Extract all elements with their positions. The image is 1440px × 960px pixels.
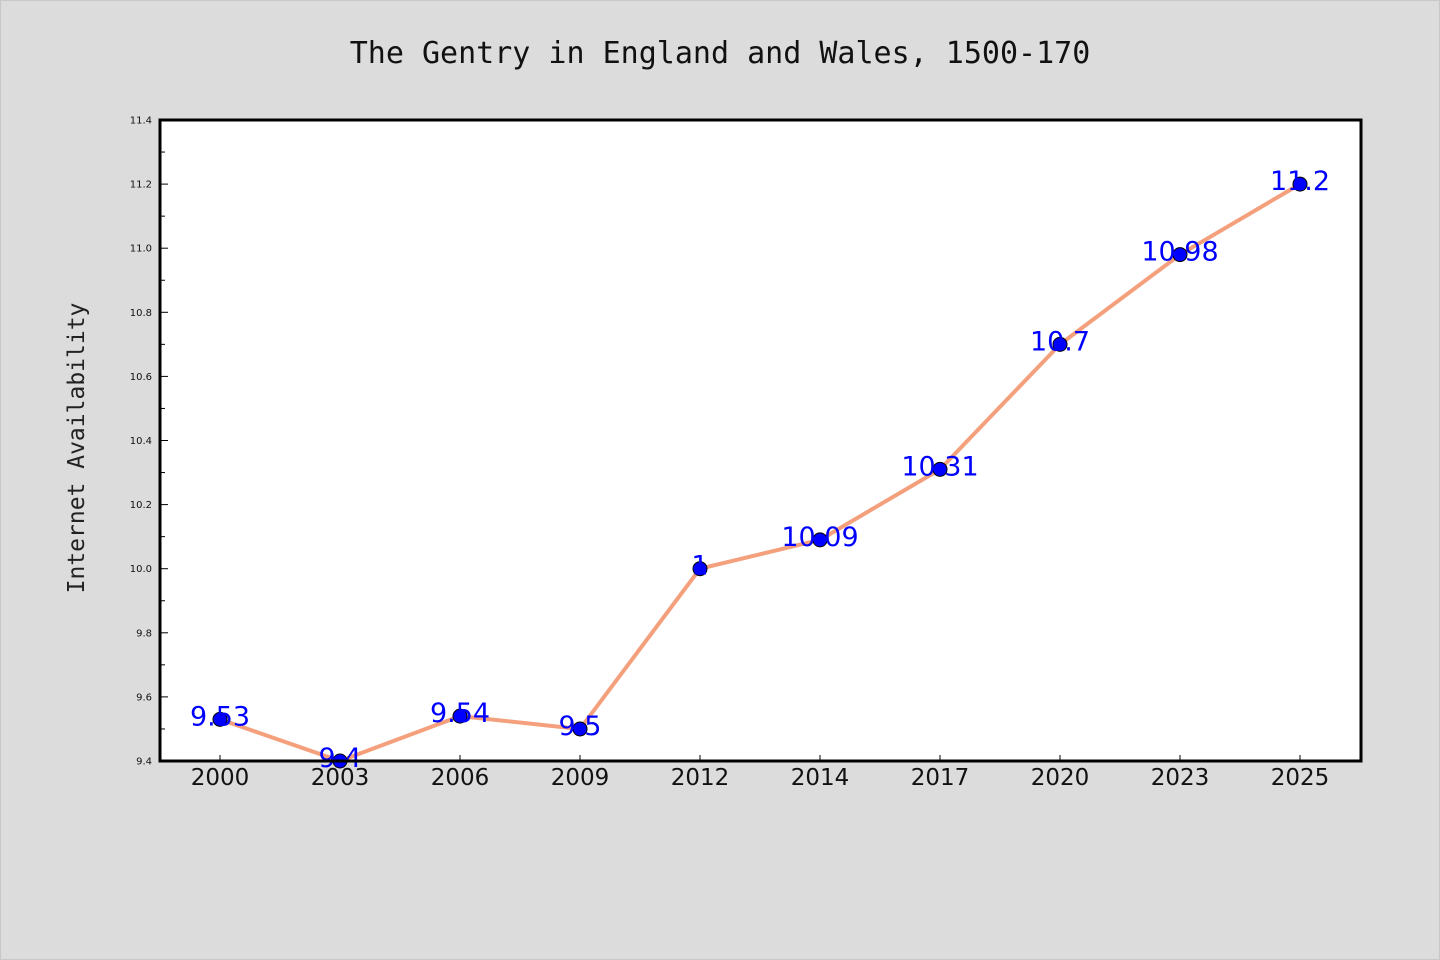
y-tick-label: 11.0 [130, 244, 152, 255]
y-tick-label: 9.6 [136, 692, 152, 703]
y-tick-label: 10.6 [130, 372, 152, 383]
plot-border [158, 118, 1363, 763]
data-point [1172, 247, 1188, 263]
data-point [1292, 176, 1308, 192]
data-label: 9.54 [430, 698, 490, 729]
data-point [932, 461, 948, 477]
x-tick-label: 2014 [791, 765, 850, 791]
data-point [452, 708, 468, 724]
y-tick-label: 11.4 [130, 116, 152, 127]
x-tick-label: 2006 [431, 765, 490, 791]
data-label: 9.5 [559, 711, 602, 742]
x-tick-label: 2025 [1271, 765, 1330, 791]
x-tick-label: 2012 [671, 765, 730, 791]
data-point [692, 561, 708, 577]
data-label: 9.4 [319, 743, 362, 774]
y-axis-ticks: 9.4 9.6 9.8 10.0 10.2 10.4 10.6 10.8 11.0 11.2 11.… [130, 116, 168, 768]
data-label: 10.09 [781, 522, 858, 553]
y-tick-label: 9.8 [136, 628, 152, 639]
y-tick-label: 11.2 [130, 180, 152, 191]
data-label: 9.53 [190, 701, 250, 732]
y-axis-label: Internet Availability [64, 303, 90, 594]
series-line [218, 182, 1302, 763]
data-point [812, 532, 828, 548]
x-tick-label: 2017 [911, 765, 970, 791]
x-tick-label: 2023 [1151, 765, 1210, 791]
data-point [572, 721, 588, 737]
x-tick-label: 2020 [1031, 765, 1090, 791]
y-tick-label: 10.0 [130, 564, 152, 575]
y-tick-label: 10.2 [130, 500, 152, 511]
x-axis-ticks: 2000 2003 2006 2009 2012 2014 2017 2020 2023 2025 [191, 755, 1330, 791]
data-label: 11.2 [1270, 166, 1330, 197]
data-point [212, 711, 228, 727]
data-label: 10.31 [901, 451, 978, 482]
plot-area [160, 120, 1361, 761]
y-tick-label: 10.8 [130, 308, 152, 319]
chart-title: The Gentry in England and Wales, 1500-17… [350, 36, 1091, 71]
y-tick-label: 10.4 [130, 436, 152, 447]
data-label: 10.98 [1141, 237, 1218, 268]
x-tick-label: 2000 [191, 765, 250, 791]
x-tick-label: 2009 [551, 765, 610, 791]
y-tick-label: 9.4 [136, 757, 152, 768]
data-point [1052, 336, 1068, 352]
data-markers [212, 176, 1308, 769]
data-label: 1 [691, 551, 708, 582]
data-label: 10.7 [1030, 326, 1090, 357]
data-labels: 9.53 9.4 9.54 9.5 1 10.09 10.31 10.7 10.98 11.2 [190, 166, 1330, 774]
x-tick-label: 2003 [311, 765, 370, 791]
